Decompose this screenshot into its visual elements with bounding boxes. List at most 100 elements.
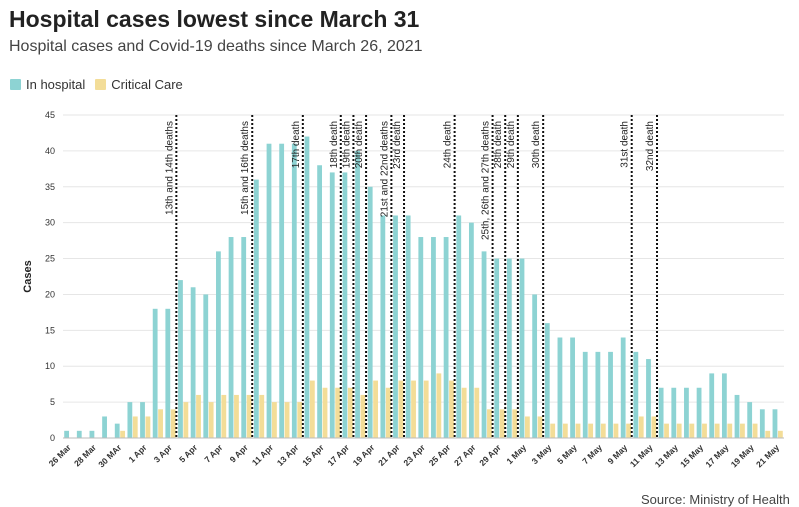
legend-swatch-critical-care [95, 79, 107, 90]
death-annotation-label: 21st and 22nd deaths [379, 121, 390, 217]
bar-in-hospital-27-mar [76, 430, 82, 438]
chart-title: Hospital cases lowest since March 31 [9, 6, 420, 32]
bar-in-hospital-19-apr [367, 186, 373, 438]
bar-critical-care-21-apr [398, 380, 404, 438]
bar-in-hospital-16-may [709, 373, 715, 438]
bar-critical-care-20-may [765, 430, 771, 438]
bar-in-hospital-6-may [582, 351, 588, 438]
bar-in-hospital-28-apr [481, 251, 487, 438]
bar-critical-care-17-apr [347, 387, 353, 438]
y-tick-label: 0 [50, 433, 55, 443]
bar-critical-care-10-may [638, 416, 644, 438]
bar-critical-care-2-apr [158, 409, 163, 438]
legend-item-critical-care[interactable]: Critical Care [95, 77, 183, 92]
bar-critical-care-25-apr [449, 380, 454, 438]
bar-in-hospital-13-apr [291, 143, 297, 438]
bar-in-hospital-18-may [734, 394, 740, 438]
chart-subtitle: Hospital cases and Covid-19 deaths since… [9, 38, 423, 55]
bar-critical-care-6-apr [208, 402, 214, 438]
x-tick-label: 1 Apr [126, 442, 149, 465]
bar-critical-care-14-may [689, 423, 695, 438]
bar-in-hospital-1-apr [140, 402, 145, 438]
y-tick-label: 35 [45, 182, 55, 192]
bar-critical-care-16-apr [335, 387, 341, 438]
bar-critical-care-11-may [651, 416, 657, 438]
bar-in-hospital-3-apr [165, 308, 171, 438]
x-tick-label: 19 May [729, 442, 756, 469]
bar-in-hospital-10-may [633, 351, 639, 438]
death-annotation-label: 31st death [620, 121, 631, 168]
x-tick-label: 3 Apr [152, 442, 175, 465]
bar-in-hospital-7-may [595, 351, 601, 438]
x-tick-label: 9 May [606, 442, 630, 466]
bar-in-hospital-2-apr [152, 308, 158, 438]
bar-critical-care-5-apr [196, 394, 201, 438]
bar-critical-care-1-may [524, 416, 530, 438]
bar-in-hospital-23-apr [418, 237, 424, 438]
bar-in-hospital-29-apr [494, 258, 500, 438]
bar-in-hospital-12-apr [279, 143, 285, 438]
x-tick-label: 15 Apr [300, 442, 326, 468]
bar-in-hospital-30-apr [506, 258, 512, 438]
bar-critical-care-24-apr [436, 373, 442, 438]
bar-in-hospital-25-apr [443, 237, 449, 438]
y-tick-label: 20 [45, 289, 55, 299]
bar-in-hospital-9-apr [241, 237, 247, 438]
bar-critical-care-12-may [664, 423, 669, 438]
x-tick-label: 5 May [555, 442, 579, 466]
bar-in-hospital-13-may [671, 387, 677, 438]
x-tick-label: 17 May [703, 442, 730, 469]
bar-critical-care-9-apr [246, 394, 252, 438]
x-tick-label: 21 Apr [376, 442, 402, 468]
bar-in-hospital-30-mar [114, 423, 120, 438]
y-axis-title: Cases [22, 260, 34, 292]
x-tick-label: 11 Apr [250, 442, 276, 468]
x-tick-label: 13 Apr [275, 442, 301, 468]
legend-item-in-hospital[interactable]: In hospital [10, 77, 85, 92]
death-annotation-label: 17th death [291, 121, 302, 168]
y-tick-label: 10 [45, 361, 55, 371]
death-annotation-label: 23rd death [392, 121, 403, 169]
death-annotation-label: 19th death [341, 121, 352, 168]
death-annotation-label: 28th death [493, 121, 504, 168]
bar-in-hospital-7-apr [216, 251, 221, 438]
bar-critical-care-8-may [613, 423, 619, 438]
bar-in-hospital-5-apr [190, 287, 196, 438]
bar-critical-care-7-may [600, 423, 606, 438]
bar-critical-care-15-may [702, 423, 707, 438]
death-annotation-label: 29th death [506, 121, 517, 168]
bar-in-hospital-19-may [747, 402, 753, 438]
y-tick-label: 30 [45, 218, 55, 228]
bar-in-hospital-29-mar [102, 416, 107, 438]
bar-in-hospital-10-apr [253, 179, 259, 438]
death-annotation-label: 15th and 16th deaths [240, 121, 251, 215]
bar-critical-care-20-apr [385, 387, 391, 438]
bar-critical-care-3-apr [170, 409, 176, 438]
x-tick-label: 11 May [628, 442, 655, 469]
bar-critical-care-13-may [676, 423, 682, 438]
bar-critical-care-6-may [588, 423, 594, 438]
bar-in-hospital-28-mar [89, 430, 95, 438]
bar-critical-care-7-apr [221, 394, 227, 438]
bar-in-hospital-21-may [772, 409, 778, 438]
bar-in-hospital-31-mar [127, 402, 133, 438]
bar-in-hospital-5-may [570, 337, 575, 438]
bar-in-hospital-4-apr [178, 280, 183, 438]
bar-critical-care-4-apr [183, 402, 189, 438]
bar-in-hospital-8-may [608, 351, 613, 438]
bar-critical-care-2-may [537, 416, 543, 438]
bar-critical-care-15-apr [322, 387, 328, 438]
bar-critical-care-21-may [777, 430, 783, 438]
bar-in-hospital-21-apr [393, 215, 398, 438]
y-tick-label: 5 [50, 397, 55, 407]
legend-label-critical-care: Critical Care [111, 77, 183, 92]
bar-critical-care-12-apr [284, 402, 290, 438]
x-tick-label: 7 Apr [202, 442, 225, 465]
bar-critical-care-11-apr [272, 402, 277, 438]
bar-critical-care-16-may [714, 423, 720, 438]
bar-in-hospital-4-may [557, 337, 563, 438]
bar-critical-care-17-may [727, 423, 733, 438]
bar-critical-care-4-may [562, 423, 568, 438]
bar-in-hospital-20-may [759, 409, 765, 438]
bar-critical-care-28-apr [487, 409, 492, 438]
